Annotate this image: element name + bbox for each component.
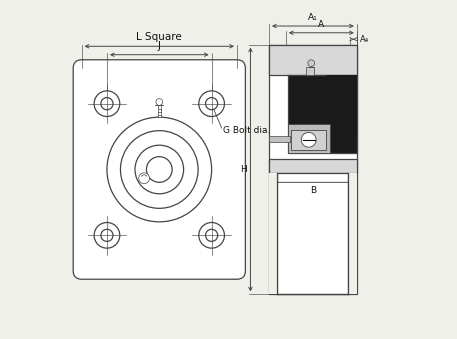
FancyBboxPatch shape [73, 60, 245, 279]
Text: L Square: L Square [137, 32, 182, 42]
Circle shape [135, 145, 184, 194]
Circle shape [107, 117, 212, 222]
Polygon shape [287, 75, 357, 153]
Circle shape [101, 229, 113, 241]
Circle shape [206, 229, 218, 241]
Bar [306, 66, 314, 75]
Bar [287, 124, 330, 153]
Circle shape [121, 131, 198, 208]
Text: A₄: A₄ [360, 35, 369, 44]
Circle shape [301, 132, 316, 147]
Text: G Bolt dia.: G Bolt dia. [223, 126, 271, 135]
Circle shape [199, 91, 224, 117]
Circle shape [94, 222, 120, 248]
Text: S: S [330, 127, 335, 136]
Bar [269, 159, 357, 173]
Bar [348, 173, 357, 294]
Bar [269, 173, 277, 294]
Circle shape [156, 99, 163, 105]
Bar [291, 129, 326, 150]
Circle shape [206, 98, 218, 110]
Bar [158, 105, 161, 117]
Text: H: H [240, 165, 247, 174]
Circle shape [199, 222, 224, 248]
Bar [269, 45, 357, 294]
Bar [277, 173, 348, 294]
Bar [269, 45, 357, 75]
Bar [269, 136, 290, 142]
Circle shape [101, 98, 113, 110]
Text: B: B [310, 186, 316, 195]
Text: J: J [158, 41, 161, 51]
Text: A: A [318, 20, 324, 29]
Text: A₁: A₁ [308, 13, 318, 22]
Circle shape [139, 173, 149, 184]
Circle shape [146, 157, 172, 182]
Circle shape [308, 60, 314, 66]
Circle shape [94, 91, 120, 117]
Polygon shape [326, 75, 357, 139]
